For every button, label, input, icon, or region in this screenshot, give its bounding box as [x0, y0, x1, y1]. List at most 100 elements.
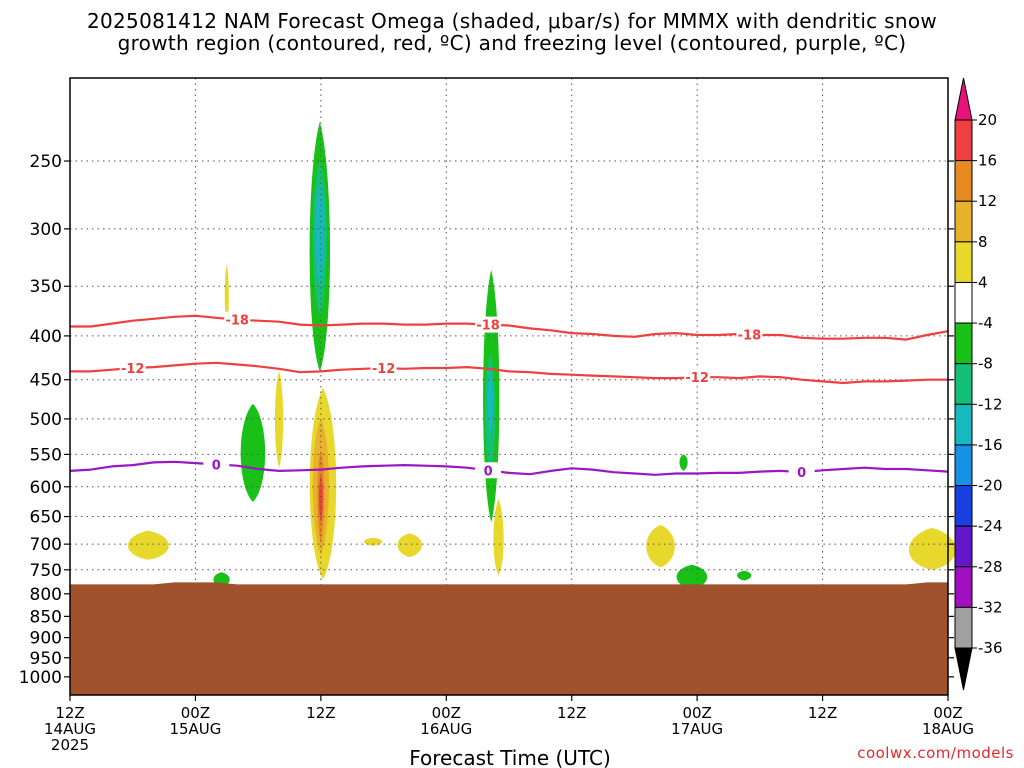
omega-shaded-region-19 [908, 527, 956, 570]
chart-title-line-1: 2025081412 NAM Forecast Omega (shaded, μ… [86, 9, 938, 33]
contour-label--12: -12 [372, 362, 396, 377]
contour-label-bg [224, 311, 251, 328]
x-tick-label: 2025 [51, 736, 89, 754]
contour-line-0 [69, 460, 949, 476]
contour-label--12: -12 [121, 362, 145, 377]
contour-label--18: -18 [225, 314, 249, 329]
y-tick-label-500: 500 [30, 410, 62, 430]
omega-shaded-region-15 [128, 530, 169, 560]
source-credit: coolwx.com/models [857, 744, 1014, 762]
contour-label-bg [475, 316, 502, 333]
y-tick-label-650: 650 [30, 508, 62, 528]
y-tick-label-550: 550 [30, 445, 62, 465]
omega-shaded-region-17 [363, 537, 383, 546]
colorbar-label--32: -32 [978, 598, 1003, 616]
omega-shaded-region-14 [493, 498, 504, 575]
y-tick-label-400: 400 [30, 327, 62, 347]
colorbar-label--24: -24 [978, 517, 1003, 535]
contour-label-bg [119, 359, 146, 376]
contour-layer: -18 -18 -18 -12 -12 -12 0 0 0 [69, 311, 949, 481]
omega-shading-layer [128, 121, 956, 590]
omega-shaded-region-3 [315, 182, 324, 287]
omega-shaded-region-21 [676, 564, 708, 590]
y-tick-label-250: 250 [30, 152, 62, 172]
x-tick-label: 12Z [55, 704, 84, 722]
colorbar-label-8: 8 [978, 233, 988, 251]
omega-shaded-region-23 [679, 454, 688, 471]
colorbar-swatch-4 [954, 241, 973, 283]
colorbar-label-12: 12 [978, 192, 997, 210]
omega-shaded-region-18 [646, 525, 675, 568]
terrain-layer [70, 582, 948, 695]
colorbar-swatch-13 [954, 606, 973, 649]
contour-label-0: 0 [797, 466, 806, 481]
axes-layer: 2503003504004505005506006507007508008509… [19, 77, 974, 754]
terrain-surface [70, 582, 948, 695]
colorbar-label-4: 4 [978, 273, 988, 291]
omega-shaded-region-12 [274, 371, 284, 468]
y-tick-label-950: 950 [30, 649, 62, 669]
y-tick-label-1000: 1000 [19, 668, 62, 688]
y-tick-label-800: 800 [30, 585, 62, 605]
plot-frame [69, 77, 949, 696]
colorbar-swatch-1 [954, 119, 973, 162]
x-tick-label: 12Z [306, 704, 335, 722]
x-tick-label: 15AUG [169, 720, 221, 738]
colorbar-label--16: -16 [978, 436, 1003, 454]
contour-label-0: 0 [484, 464, 493, 479]
x-tick-label: 12Z [808, 704, 837, 722]
contour-label-bg [203, 456, 230, 473]
colorbar-swatch-6 [954, 322, 973, 365]
y-tick-label-350: 350 [30, 277, 62, 297]
contour-label--12: -12 [685, 371, 709, 386]
omega-shaded-region-4 [240, 403, 266, 502]
contour-label--18: -18 [738, 329, 762, 344]
y-tick-label-300: 300 [30, 220, 62, 240]
contour-label-bg [684, 369, 711, 386]
colorbar-bottom-arrow [954, 647, 973, 691]
x-axis-label: Forecast Time (UTC) [409, 746, 611, 768]
x-tick-label: 00Z [181, 704, 210, 722]
colorbar-label-16: 16 [978, 152, 997, 170]
y-tick-label-850: 850 [30, 607, 62, 627]
colorbar-label-20: 20 [978, 111, 997, 129]
x-tick-label: 14AUG [44, 720, 96, 738]
colorbar-swatch-9 [954, 444, 973, 487]
omega-shaded-region-13 [224, 264, 229, 327]
omega-shaded-region-22 [737, 570, 752, 581]
colorbar-swatch-3 [954, 200, 973, 243]
contour-line--12 [70, 361, 948, 385]
omega-shaded-region-16 [397, 533, 422, 558]
y-tick-label-900: 900 [30, 629, 62, 649]
colorbar-swatch-7 [954, 363, 973, 405]
contour-label-bg [475, 462, 502, 479]
contour-label-0: 0 [212, 458, 221, 473]
omega-shaded-region-7 [487, 371, 493, 434]
colorbar-label--12: -12 [978, 395, 1003, 413]
x-tick-label: 17AUG [671, 720, 723, 738]
chart-title-line-2: growth region (contoured, red, ºC) and f… [117, 31, 907, 55]
contour-label-bg [736, 326, 763, 343]
colorbar-label--20: -20 [978, 477, 1003, 495]
x-tick-label: 18AUG [922, 720, 974, 738]
y-tick-label-450: 450 [30, 371, 62, 391]
colorbar-label--4: -4 [978, 314, 993, 332]
colorbar-swatch-8 [954, 403, 973, 446]
colorbar-label--28: -28 [978, 558, 1003, 576]
colorbar-swatch-5 [954, 281, 973, 324]
contour-label--18: -18 [476, 319, 500, 334]
colorbar-swatch-12 [954, 566, 973, 608]
y-tick-label-750: 750 [30, 561, 62, 581]
colorbar-swatch-2 [954, 160, 973, 202]
contour-label-bg [788, 464, 815, 481]
colorbar-label--8: -8 [978, 355, 993, 373]
x-tick-label: 12Z [557, 704, 586, 722]
y-tick-label-700: 700 [30, 535, 62, 555]
contour-line--18 [70, 314, 949, 341]
x-tick-label: 00Z [682, 704, 711, 722]
colorbar-label--36: -36 [978, 639, 1003, 657]
contour-label-bg [370, 359, 397, 376]
colorbar: 20 16 12 8 4 -4 -8 -12 -16 -20 -24 -28 -32 -36 [954, 77, 1003, 691]
x-tick-label: 00Z [933, 704, 962, 722]
